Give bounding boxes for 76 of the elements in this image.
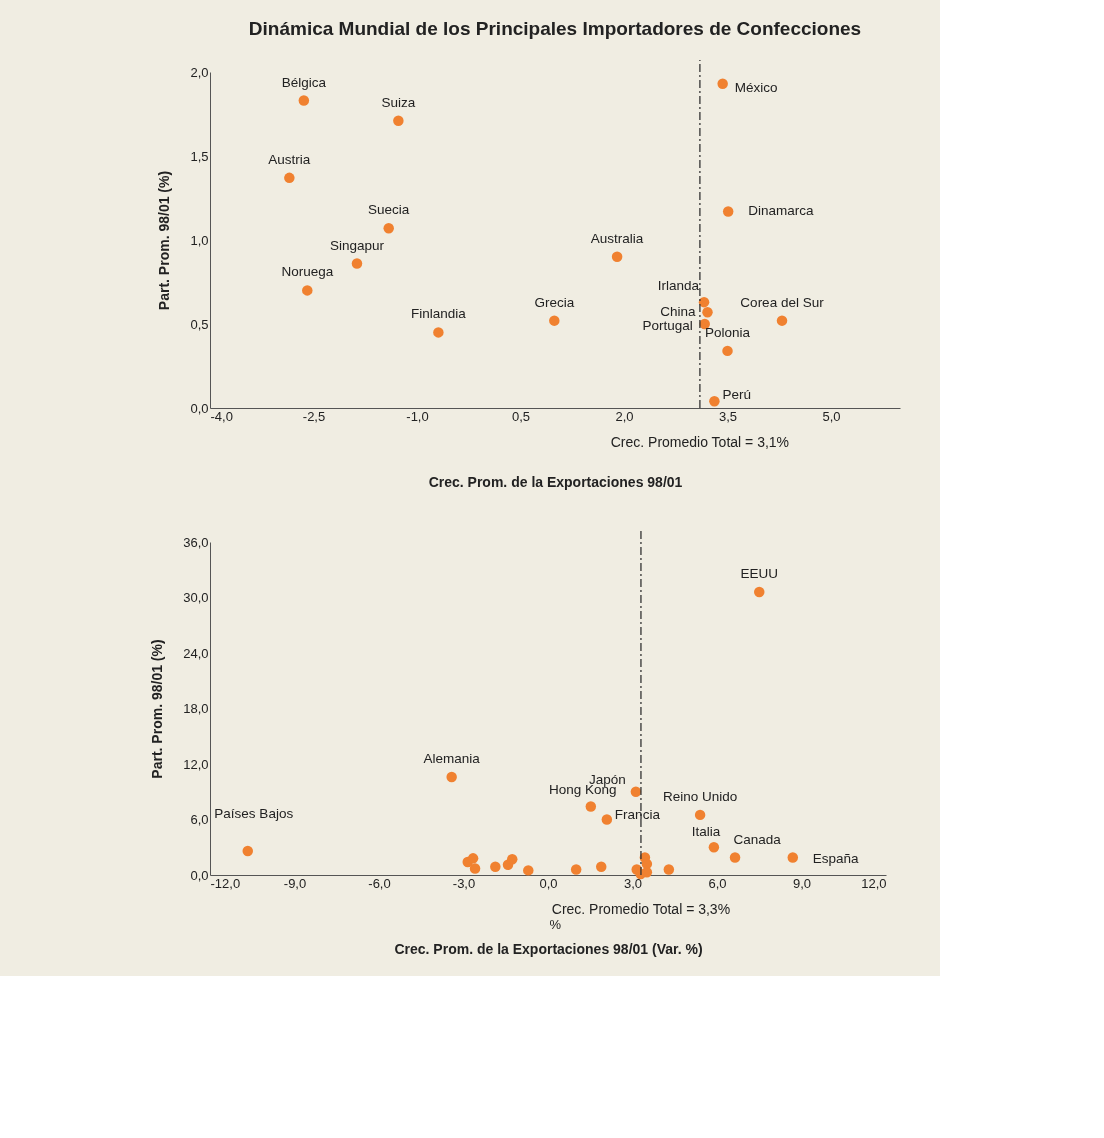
x-tick-label: -12,0	[210, 875, 241, 891]
annotation: Noruega	[281, 264, 334, 280]
annotation: EEUU	[740, 565, 779, 581]
x-tick-label: 12,0	[861, 875, 887, 891]
annotation: Irlanda	[657, 278, 700, 294]
x-axis-title: Crec. Prom. de la Exportaciones 98/01 (Var. %)	[394, 940, 703, 957]
point	[722, 206, 734, 217]
annotation: Perú	[722, 387, 751, 403]
x-tick-label: 9,0	[792, 875, 812, 891]
y-tick-label: 30,0	[183, 590, 209, 605]
point	[776, 315, 788, 326]
y-axis-title: Part. Prom. 98/01 (%)	[156, 170, 173, 311]
text: %	[549, 917, 562, 932]
x-tick-label: 3,5	[718, 408, 738, 424]
point	[709, 396, 720, 407]
x-tick-label: -2,5	[302, 408, 326, 424]
annotation: Finlandia	[410, 306, 467, 322]
y-tick-label: 12,0	[183, 756, 209, 772]
ref-line-label: Crec. Promedio Total = 3,3%	[551, 901, 731, 917]
point	[549, 315, 560, 326]
annotation: Alemania	[423, 750, 481, 766]
annotation: Reino Unido	[662, 788, 738, 804]
annotation: Dinamarca	[748, 203, 814, 219]
x-tick-label: 0,0	[539, 875, 558, 891]
y-tick-label: 1,5	[190, 148, 209, 164]
annotation: Singapur	[329, 237, 385, 253]
annotation: Austria	[268, 151, 311, 167]
x-tick-label: 6,0	[708, 875, 727, 891]
annotation: Corea del Sur	[740, 294, 825, 310]
x-tick-label: 2,0	[615, 408, 634, 424]
point	[393, 115, 404, 126]
point	[722, 345, 733, 357]
y-tick-label: 36,0	[183, 534, 209, 550]
annotation: Grecia	[534, 294, 575, 310]
annotation: Italia	[691, 824, 721, 840]
annotation: Francia	[614, 806, 661, 822]
annotation: Suecia	[368, 202, 410, 218]
x-tick-label: -1,0	[406, 408, 429, 424]
y-tick-label: 24,0	[183, 645, 209, 661]
y-tick-label: 6,0	[190, 812, 209, 827]
annotation: Australia	[590, 230, 644, 246]
annotation: Países Bajos	[214, 805, 294, 821]
y-tick-label: 2,0	[190, 64, 209, 80]
x-tick-label: 5,0	[822, 408, 841, 424]
y-tick-label: 0,5	[190, 316, 209, 332]
point	[284, 172, 295, 184]
point	[351, 258, 363, 269]
y-tick-label: 1,0	[190, 232, 209, 248]
annotation: Suiza	[381, 94, 416, 110]
point	[302, 285, 313, 296]
annotation: Japón	[589, 771, 626, 787]
x-tick-label: -9,0	[283, 875, 307, 891]
x-tick-label: 0,5	[511, 408, 531, 424]
annotation: México	[734, 79, 778, 95]
point	[702, 307, 713, 318]
chart-title: Dinámica Mundial de los Principales Importadores de Confecciones	[248, 18, 862, 40]
annotation: China	[660, 304, 696, 320]
ref-line-label: Crec. Promedio Total = 3,1%	[610, 434, 790, 450]
annotation: Polonia	[704, 324, 751, 340]
x-tick-label: 3,0	[623, 875, 643, 891]
annotation: Bélgica	[281, 74, 327, 90]
x-tick-label: -6,0	[368, 875, 391, 891]
y-axis-title: Part. Prom. 98/01 (%)	[149, 639, 166, 779]
x-tick-label: -3,0	[452, 875, 476, 891]
point	[298, 95, 310, 106]
annotation: Canada	[733, 832, 782, 848]
x-tick-label: -4,0	[210, 408, 233, 424]
point	[611, 251, 623, 263]
annotation: España	[812, 851, 860, 867]
point	[717, 78, 728, 89]
annotation: Portugal	[642, 318, 693, 333]
x-axis-title: Crec. Prom. de la Exportaciones 98/01	[428, 473, 683, 490]
y-tick-label: 18,0	[183, 701, 209, 716]
point	[698, 296, 710, 308]
point	[383, 223, 394, 234]
point	[433, 327, 444, 338]
